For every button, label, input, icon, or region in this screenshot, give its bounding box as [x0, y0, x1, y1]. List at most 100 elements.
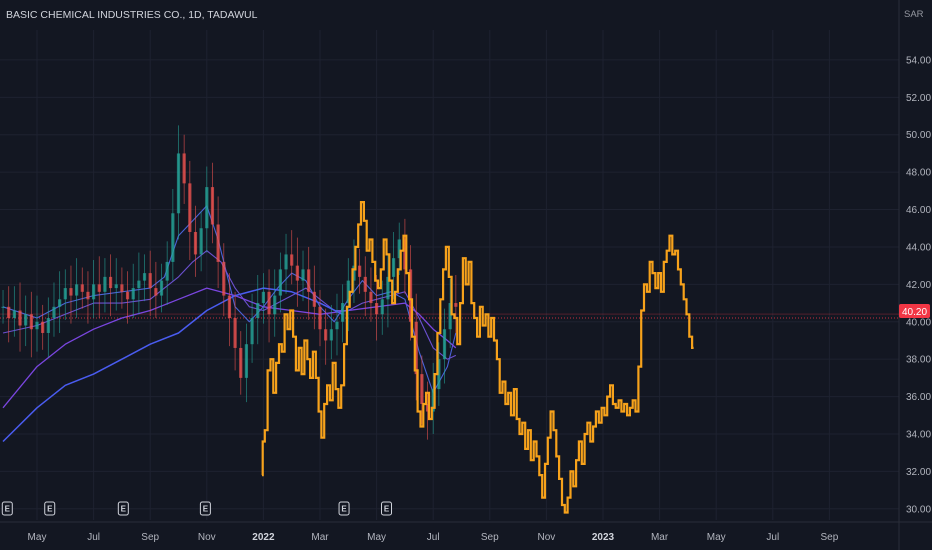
candle	[159, 263, 164, 313]
candle	[69, 265, 73, 324]
earnings-marker[interactable]: E	[381, 501, 393, 516]
x-tick-label: Sep	[821, 532, 839, 543]
candle-body	[386, 276, 390, 300]
candle-body	[18, 310, 22, 326]
candle-body	[437, 359, 441, 390]
candle-body	[324, 329, 328, 341]
candle-body	[41, 321, 45, 333]
candle	[75, 258, 79, 319]
candle-body	[375, 303, 379, 315]
candle	[386, 254, 390, 328]
candle	[171, 188, 175, 281]
candle-body	[69, 288, 73, 296]
candle-body	[159, 280, 164, 296]
candle	[222, 243, 226, 317]
candle-body	[227, 295, 232, 319]
candle	[346, 258, 350, 332]
y-tick-label: 44.00	[906, 242, 931, 253]
candle	[290, 230, 294, 285]
earnings-marker-box	[44, 501, 56, 516]
x-tick-label: Nov	[198, 532, 216, 543]
candle-body	[52, 306, 56, 319]
candle-body	[329, 329, 333, 341]
time-axis[interactable]: May Jul Sep Nov 2022 Mar May Jul Sep Nov 2023 Mar Ma…	[28, 532, 839, 543]
candle	[148, 250, 152, 317]
candle	[335, 293, 339, 356]
candle	[318, 289, 322, 347]
candle-body	[114, 284, 118, 289]
price-axis[interactable]: 54.00 52.00 50.00 48.00 46.00 44.00 42.00 40.00…	[906, 55, 931, 515]
candle-body	[108, 276, 113, 289]
candle	[41, 304, 45, 350]
candle	[256, 275, 260, 345]
candle-body	[380, 299, 384, 315]
candle-body	[391, 258, 396, 277]
candle-body	[346, 280, 350, 304]
candle-body	[454, 303, 458, 307]
candle	[408, 245, 413, 341]
y-tick-label: 46.00	[906, 205, 931, 216]
earnings-marker[interactable]: E	[117, 501, 129, 516]
candle-body	[148, 273, 152, 289]
candle	[182, 134, 186, 204]
candle-body	[12, 310, 16, 319]
candle-body	[369, 291, 373, 304]
price-step-line	[261, 201, 694, 514]
candle-body	[80, 284, 84, 292]
earnings-marker-label: E	[121, 505, 127, 514]
candle-body	[92, 284, 96, 300]
earnings-marker[interactable]: E	[44, 501, 56, 516]
chart-title: BASIC CHEMICAL INDUSTRIES CO., 1D, TADAW…	[6, 9, 258, 21]
earnings-marker[interactable]: E	[338, 501, 350, 516]
candle-body	[250, 318, 254, 345]
candle	[188, 160, 192, 261]
candle	[227, 273, 232, 347]
x-tick-label: Sep	[141, 532, 159, 543]
candle	[239, 331, 243, 395]
candle-body	[182, 153, 186, 184]
candle	[448, 278, 452, 348]
y-tick-label: 36.00	[906, 392, 931, 403]
x-tick-label: Mar	[311, 532, 329, 543]
candle	[176, 125, 181, 240]
candle	[403, 218, 407, 294]
candle	[324, 308, 328, 365]
candle	[131, 263, 135, 319]
x-tick-label: Sep	[481, 532, 499, 543]
candlestick-series	[1, 125, 458, 440]
y-tick-label: 48.00	[906, 168, 931, 179]
earnings-marker-box	[338, 501, 350, 516]
candle	[29, 291, 33, 358]
candle-body	[216, 224, 220, 262]
earnings-marker[interactable]: E	[1, 501, 13, 516]
candle-body	[352, 265, 356, 281]
candle-body	[256, 303, 260, 319]
candle	[125, 271, 130, 324]
candle	[358, 248, 362, 294]
candle-body	[403, 239, 407, 270]
candle-body	[131, 288, 135, 300]
candle-body	[442, 329, 447, 360]
candle-body	[199, 228, 203, 255]
candle-body	[188, 183, 192, 232]
candle	[284, 233, 288, 294]
candle	[375, 275, 379, 341]
candle-body	[86, 291, 90, 300]
candle	[92, 260, 96, 319]
candle	[7, 286, 11, 343]
candle	[1, 289, 5, 324]
candle-body	[431, 389, 435, 412]
candle-body	[58, 299, 62, 307]
candle	[97, 256, 101, 319]
x-tick-label: Jul	[427, 532, 440, 543]
candle-body	[301, 269, 305, 281]
price-line-series	[261, 201, 694, 514]
earnings-marker[interactable]: E	[199, 501, 211, 516]
candle-body	[7, 306, 11, 319]
last-price-badge	[899, 304, 930, 318]
last-price-text: 40.20	[902, 307, 927, 318]
earnings-marker-box	[199, 501, 211, 516]
